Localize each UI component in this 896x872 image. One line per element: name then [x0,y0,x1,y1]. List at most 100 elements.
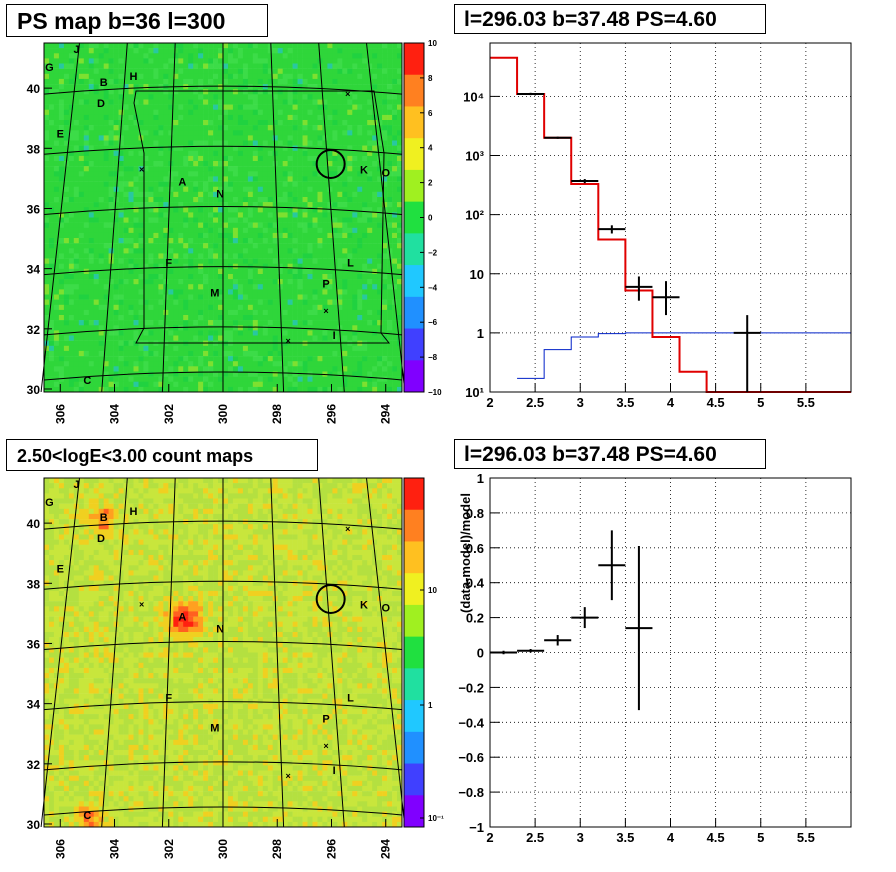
ps-map-pixel [382,243,388,249]
ps-map-pixel [287,335,293,341]
ps-map-pixel [158,104,164,110]
ps-map-pixel [213,222,219,228]
ps-map-pixel [237,109,244,116]
ps-map-pixel [153,268,159,275]
ps-map-pixel [312,68,318,75]
ps-map-pixel [163,366,169,372]
ps-map-pixel [277,176,283,182]
ps-map-pixel [262,376,269,382]
ps-map-pixel [83,325,90,331]
ps-map-pixel [382,315,388,321]
ps-map-pixel [108,130,114,136]
ps-map-pixel [223,361,229,367]
ps-map-pixel [183,350,189,357]
ps-map-pixel [73,171,80,177]
ps-map-pixel [382,171,388,177]
ps-map-pixel [143,191,149,198]
ps-map-pixel [372,176,378,182]
ps-map-pixel [128,243,134,249]
ps-map-pixel [183,366,189,372]
ps-map-pixel [203,289,209,295]
ps-map-pixel [63,186,70,193]
ps-map-pixel [213,84,219,90]
ps-map-pixel [327,181,333,187]
ps-map-pixel [93,376,99,382]
ps-map-pixel [352,330,358,336]
ps-map-pixel [372,325,378,331]
ps-map-pixel [198,366,204,372]
ps-map-pixel [83,58,90,64]
ps-map-pixel [153,150,159,157]
ps-map-pixel [387,366,393,372]
ps-map-pixel [347,361,353,367]
ps-map-pixel [158,68,164,75]
ps-map-pixel [78,309,85,316]
ps-map-pixel [158,217,164,223]
ps-map-pixel [208,191,214,198]
ps-map-pixel [262,222,269,228]
ps-map-pixel [218,274,224,280]
cm-map-pixel [118,478,124,484]
ps-map-pixel [218,299,224,305]
ps-map-pixel [347,243,353,249]
ps-map-pixel [83,176,90,182]
ps-map-pixel [382,114,388,121]
ps-map-pixel [237,315,244,321]
ps-map-pixel [357,330,363,336]
ps-map-pixel [307,284,313,290]
ps-map-pixel [163,197,169,203]
ps-map-pixel [247,135,254,141]
ps-map-pixel [193,350,199,357]
ps-map-pixel [302,186,308,193]
residual-title: l=296.03 b=37.48 PS=4.60 [454,439,766,469]
ps-map-pixel [352,84,358,90]
ps-map-pixel [113,145,119,151]
ps-map-pixel [188,376,194,382]
ps-map-pixel [98,145,104,151]
ps-map-pixel [342,130,348,136]
ps-map-pixel [367,263,373,270]
ps-map-pixel [44,330,50,336]
ps-map-pixel [98,217,104,223]
ps-map-pixel [372,227,378,234]
ps-map-pixel [183,94,189,100]
ps-map-pixel [397,268,403,275]
ps-map-pixel [93,248,99,254]
ps-map-pixel [153,78,159,85]
cross-marker: × [139,164,144,174]
ps-map-pixel [128,361,134,367]
ps-map-pixel [203,212,209,218]
ps-map-pixel [262,345,269,352]
ps-map-pixel [213,68,219,75]
ps-map-pixel [138,150,144,157]
ps-map-pixel [397,135,403,141]
ps-map-pixel [208,243,214,249]
ps-map-pixel [352,73,358,80]
ps-map-pixel [262,176,269,182]
ps-map-pixel [262,361,269,367]
ps-map-pixel [257,356,264,362]
ps-map-pixel [148,294,154,300]
ps-map-pixel [198,155,204,162]
ps-map-pixel [247,356,254,362]
ps-map-pixel [387,268,393,275]
ps-map-pixel [397,63,403,69]
ps-map-pixel [44,227,50,234]
ps-map-pixel [123,361,129,367]
ps-map-pixel [168,371,174,377]
ps-map-pixel [168,109,174,116]
ps-map-pixel [377,181,383,187]
ps-map-pixel [297,150,303,157]
ps-map-pixel [257,155,264,162]
ps-map-pixel [237,140,244,146]
ps-map-pixel [208,68,214,75]
longitude-line [161,42,176,393]
ps-map-pixel [357,258,363,264]
ps-map-pixel [138,243,144,249]
ps-map-pixel [272,243,278,249]
ps-map-pixel [73,114,80,121]
ps-map-pixel [327,78,333,85]
ps-map-pixel [237,299,244,305]
ps-map-pixel [342,135,348,141]
ps-map-pixel [232,89,239,95]
